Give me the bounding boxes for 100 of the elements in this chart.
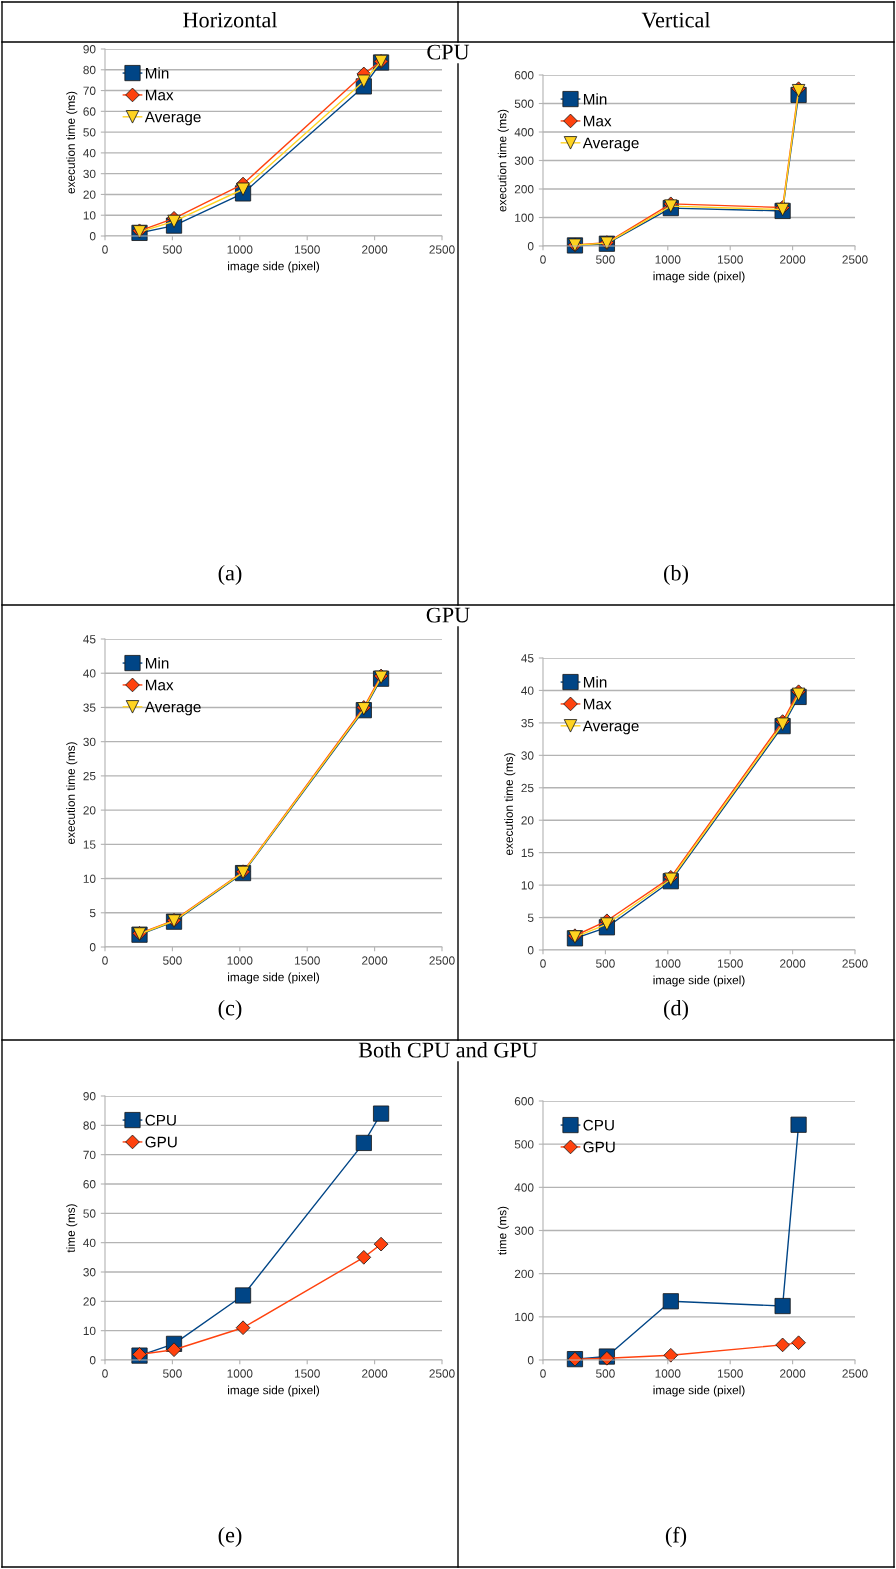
y-tick-label: 30 <box>83 169 96 179</box>
x-tick-label: 2500 <box>429 245 455 254</box>
y-tick-label: 200 <box>514 1269 534 1279</box>
y-axis-title: time (ms) <box>66 1204 78 1253</box>
x-tick-label: 2000 <box>362 245 388 254</box>
chart-title: Both CPU and GPU <box>358 1041 538 1058</box>
y-axis-title: execution time (ms) <box>504 753 516 855</box>
y-tick-label: 25 <box>521 783 534 793</box>
x-axis-title: image side (pixel) <box>228 1385 320 1397</box>
y-tick-label: 15 <box>83 840 96 849</box>
y-tick-label: 50 <box>83 128 96 137</box>
text: (d) <box>664 999 688 1021</box>
y-tick-label: 50 <box>83 1209 96 1218</box>
y-axis-title: time (ms) <box>497 1206 509 1255</box>
chart-title: GPU <box>426 607 470 623</box>
legend-label: Max <box>583 115 612 127</box>
y-tick-label: 90 <box>83 45 96 54</box>
y-tick-label: 80 <box>83 1121 96 1130</box>
y-tick-label: 45 <box>83 635 96 644</box>
y-tick-label: 20 <box>83 806 96 815</box>
y-tick-label: 80 <box>83 65 96 75</box>
y-tick-label: 40 <box>83 1238 96 1248</box>
legend-label: Min <box>583 93 607 105</box>
y-tick-label: 300 <box>514 1226 534 1235</box>
x-tick-label: 1000 <box>227 956 253 965</box>
y-tick-label: 500 <box>514 1140 534 1149</box>
x-tick-label: 0 <box>540 959 546 968</box>
y-tick-label: 20 <box>83 190 96 199</box>
x-axis-title: image side (pixel) <box>653 271 745 283</box>
chart-title: CPU <box>427 44 470 60</box>
y-tick-label: 0 <box>89 943 96 952</box>
y-tick-label: 25 <box>83 771 96 781</box>
y-tick-label: 100 <box>515 1312 534 1322</box>
y-axis-title: execution time (ms) <box>66 742 78 844</box>
x-tick-label: 2000 <box>362 1369 388 1378</box>
x-tick-label: 500 <box>596 1369 615 1378</box>
x-tick-label: 500 <box>596 959 615 968</box>
y-tick-label: 35 <box>521 718 534 728</box>
text: (b) <box>664 564 688 586</box>
x-tick-label: 2500 <box>429 956 455 965</box>
y-tick-label: 200 <box>514 185 534 194</box>
x-axis-title: image side (pixel) <box>653 1385 745 1397</box>
y-tick-label: 70 <box>83 1150 96 1160</box>
legend-label: Max <box>583 698 612 710</box>
y-tick-label: 40 <box>521 686 534 695</box>
x-tick-label: 2500 <box>842 1369 868 1378</box>
x-tick-label: 1000 <box>655 1369 681 1378</box>
legend-label: Average <box>144 701 201 716</box>
y-tick-label: 20 <box>521 816 534 825</box>
y-tick-label: 600 <box>514 1097 534 1106</box>
x-tick-label: 0 <box>102 245 108 254</box>
y-tick-label: 400 <box>514 128 534 137</box>
x-tick-label: 1500 <box>717 959 743 968</box>
y-tick-label: 70 <box>83 86 96 95</box>
x-axis-title: image side (pixel) <box>228 261 320 273</box>
x-tick-label: 1000 <box>655 959 681 968</box>
y-tick-label: 30 <box>83 737 96 747</box>
x-tick-label: 500 <box>163 1369 182 1378</box>
y-tick-label: 0 <box>527 946 534 955</box>
legend-label: CPU <box>145 1114 176 1126</box>
y-tick-label: 10 <box>83 211 96 220</box>
y-tick-label: 60 <box>83 1180 96 1189</box>
y-tick-label: 10 <box>83 1326 96 1336</box>
x-tick-label: 2500 <box>429 1369 455 1378</box>
y-tick-label: 10 <box>83 874 96 883</box>
legend-label: GPU <box>145 1136 177 1148</box>
y-tick-label: 400 <box>514 1183 534 1192</box>
x-tick-label: 2500 <box>842 959 868 968</box>
x-tick-label: 500 <box>163 956 182 965</box>
y-tick-label: 90 <box>83 1092 96 1101</box>
x-tick-label: 1000 <box>227 1369 253 1378</box>
y-tick-label: 15 <box>521 848 534 858</box>
x-tick-label: 1500 <box>294 245 320 254</box>
x-axis-title: image side (pixel) <box>653 975 745 987</box>
legend-label: Min <box>583 676 607 688</box>
y-tick-label: 0 <box>89 1356 96 1365</box>
x-tick-label: 2000 <box>780 959 806 968</box>
y-tick-label: 100 <box>515 213 534 222</box>
x-tick-label: 1000 <box>655 255 681 264</box>
y-tick-label: 60 <box>83 107 96 116</box>
x-tick-label: 1000 <box>227 245 253 254</box>
legend-label: Min <box>145 67 169 79</box>
y-axis-title: execution time (ms) <box>497 109 509 212</box>
y-tick-label: 500 <box>514 99 534 108</box>
x-tick-label: 500 <box>163 245 182 254</box>
x-tick-label: 1500 <box>294 1369 320 1378</box>
y-tick-label: 300 <box>514 156 534 165</box>
legend-label: Average <box>582 137 639 152</box>
text: Vertical <box>641 11 711 28</box>
text: (e) <box>218 1526 242 1548</box>
x-tick-label: 2000 <box>362 956 388 965</box>
y-tick-label: 30 <box>521 751 534 760</box>
y-tick-label: 35 <box>83 703 96 712</box>
x-tick-label: 0 <box>540 1369 546 1378</box>
y-tick-label: 0 <box>527 1356 534 1365</box>
text: Horizontal <box>183 11 278 28</box>
x-tick-label: 500 <box>596 255 615 264</box>
x-axis-title: image side (pixel) <box>228 972 320 984</box>
legend-label: CPU <box>583 1119 614 1131</box>
legend-label: Max <box>145 89 174 101</box>
